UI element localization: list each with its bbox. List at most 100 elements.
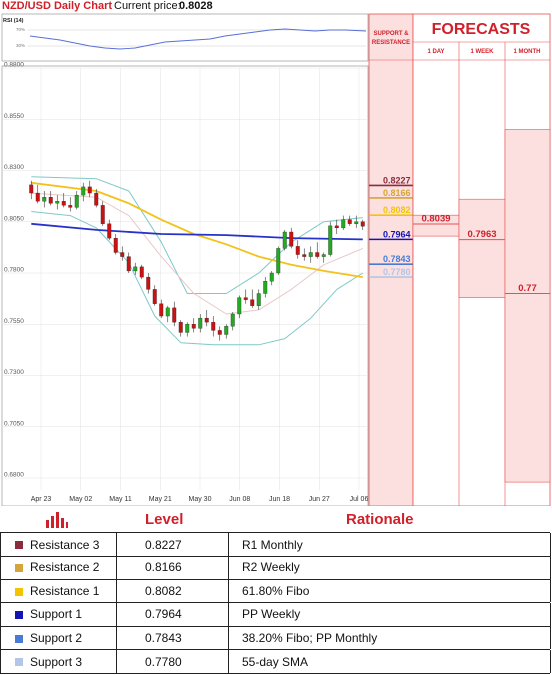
level-value-cell: 0.7780 — [115, 650, 229, 673]
level-value: 0.7780 — [145, 654, 182, 669]
level-name-cell: Support 3 — [0, 650, 117, 673]
candle-body — [178, 322, 183, 333]
forecast-value-label: 0.77 — [518, 283, 537, 294]
level-name-cell: Resistance 1 — [0, 579, 117, 603]
table-row: Support 1 0.7964 PP Weekly — [0, 602, 551, 627]
rsi-line — [29, 28, 367, 50]
middle-band-line — [31, 192, 363, 315]
sr-level-label: 0.7843 — [383, 254, 411, 264]
candle-body — [198, 317, 203, 329]
candle-body — [165, 307, 170, 317]
y-tick-label: 0.7300 — [4, 369, 24, 376]
candle-body — [29, 184, 34, 194]
candle-body — [269, 272, 274, 282]
x-tick-label: Jul 06 — [350, 496, 369, 503]
level-value-cell: 0.7964 — [115, 602, 229, 626]
candle-body — [328, 225, 333, 255]
y-tick-label: 0.8300 — [4, 164, 24, 171]
candle-body — [191, 324, 196, 329]
sr-panel — [368, 13, 414, 506]
level-swatch — [15, 541, 23, 550]
level-swatch — [15, 563, 23, 572]
x-axis: Apr 23 May 02 May 11 May 21 May 30 Jun 08 Jun … — [31, 496, 369, 503]
y-tick-label: 0.7050 — [4, 420, 24, 427]
candle-body — [126, 256, 131, 272]
x-tick-label: Jun 18 — [269, 496, 290, 503]
level-name: Support 1 — [30, 607, 83, 622]
candle-body — [230, 313, 235, 327]
level-name: Support 3 — [30, 654, 83, 669]
chart-area: NZD/USD Daily Chart Current price: 0.802… — [1, 0, 551, 506]
rationale-text: 61.80% Fibo — [242, 583, 310, 598]
candle-body — [217, 330, 222, 335]
plot-frame — [1, 65, 369, 506]
level-name-cell: Support 2 — [0, 626, 117, 650]
chart-title: NZD/USD Daily Chart — [2, 0, 112, 12]
y-tick-label: 0.8800 — [4, 62, 24, 69]
candle-body — [185, 324, 190, 333]
x-tick-label: Jun 08 — [229, 496, 250, 503]
candle-body — [204, 317, 209, 323]
candle-body — [295, 246, 300, 255]
candle-body — [289, 231, 294, 247]
candle-body — [360, 221, 365, 227]
sma-200-line — [31, 222, 363, 241]
level-value-cell: 0.8166 — [115, 555, 229, 579]
candle-body — [94, 192, 99, 206]
level-name: Support 2 — [30, 630, 83, 645]
x-tick-label: May 30 — [189, 496, 212, 503]
sr-level-label: 0.8227 — [383, 175, 411, 185]
level-value: 0.8227 — [145, 537, 182, 552]
candle-body — [42, 196, 47, 202]
candle-body — [224, 326, 229, 335]
table-icon-cell — [0, 506, 115, 532]
rationale-text: R2 Weekly — [242, 560, 300, 575]
candle-body — [256, 293, 261, 306]
level-value: 0.8082 — [145, 583, 182, 598]
candle-body — [172, 307, 177, 323]
rationale-cell: R2 Weekly — [228, 555, 551, 579]
candle-body — [354, 221, 359, 224]
rationale-cell: 38.20% Fibo; PP Monthly — [228, 626, 551, 650]
level-name-cell: Resistance 3 — [0, 533, 117, 556]
table-row: Resistance 1 0.8082 61.80% Fibo — [0, 579, 551, 604]
level-value: 0.7843 — [145, 630, 182, 645]
levels-table: Level Rationale Resistance 3 0.8227 R1 Mon… — [0, 506, 552, 675]
bar-chart-icon — [46, 512, 68, 528]
rationale-text: 55-day SMA — [242, 654, 309, 669]
rationale-text: R1 Monthly — [242, 537, 303, 552]
candle-body — [282, 231, 287, 249]
rsi-label: RSI (14) — [3, 18, 24, 24]
x-tick-label: May 02 — [69, 496, 92, 503]
rationale-text: 38.20% Fibo; PP Monthly — [242, 630, 378, 645]
y-tick-label: 0.7550 — [4, 318, 24, 325]
current-price-value: 0.8028 — [179, 0, 213, 12]
y-tick-label: 0.8050 — [4, 215, 24, 222]
candle-body — [321, 254, 326, 257]
candle-body — [211, 322, 216, 331]
table-header: Level Rationale — [0, 506, 550, 532]
forecast-value-label: 0.7963 — [467, 229, 496, 240]
sma-55-line — [31, 181, 363, 278]
candle-body — [146, 276, 151, 290]
candle-body — [243, 297, 248, 300]
sr-level-label: 0.7964 — [383, 229, 411, 239]
candle-body — [347, 219, 352, 224]
table-row: Support 2 0.7843 38.20% Fibo; PP Monthly — [0, 626, 551, 651]
candle-body — [334, 225, 339, 229]
sr-level-label: 0.8166 — [383, 188, 411, 198]
candle-body — [302, 254, 307, 257]
rsi-panel — [1, 13, 369, 62]
horizon-1month: 1 MONTH — [514, 49, 541, 55]
candle-body — [276, 248, 281, 274]
overlay-lines — [31, 176, 364, 346]
candle-body — [100, 205, 105, 224]
x-tick-label: Apr 23 — [31, 496, 52, 503]
rationale-cell: PP Weekly — [228, 602, 551, 626]
candle-body — [107, 223, 112, 239]
x-tick-label: May 11 — [109, 496, 132, 503]
level-name-cell: Support 1 — [0, 602, 117, 626]
sr-level-label: 0.8082 — [383, 205, 411, 215]
forecast-range-box — [504, 129, 551, 483]
forecast-value-label: 0.8039 — [421, 214, 450, 225]
